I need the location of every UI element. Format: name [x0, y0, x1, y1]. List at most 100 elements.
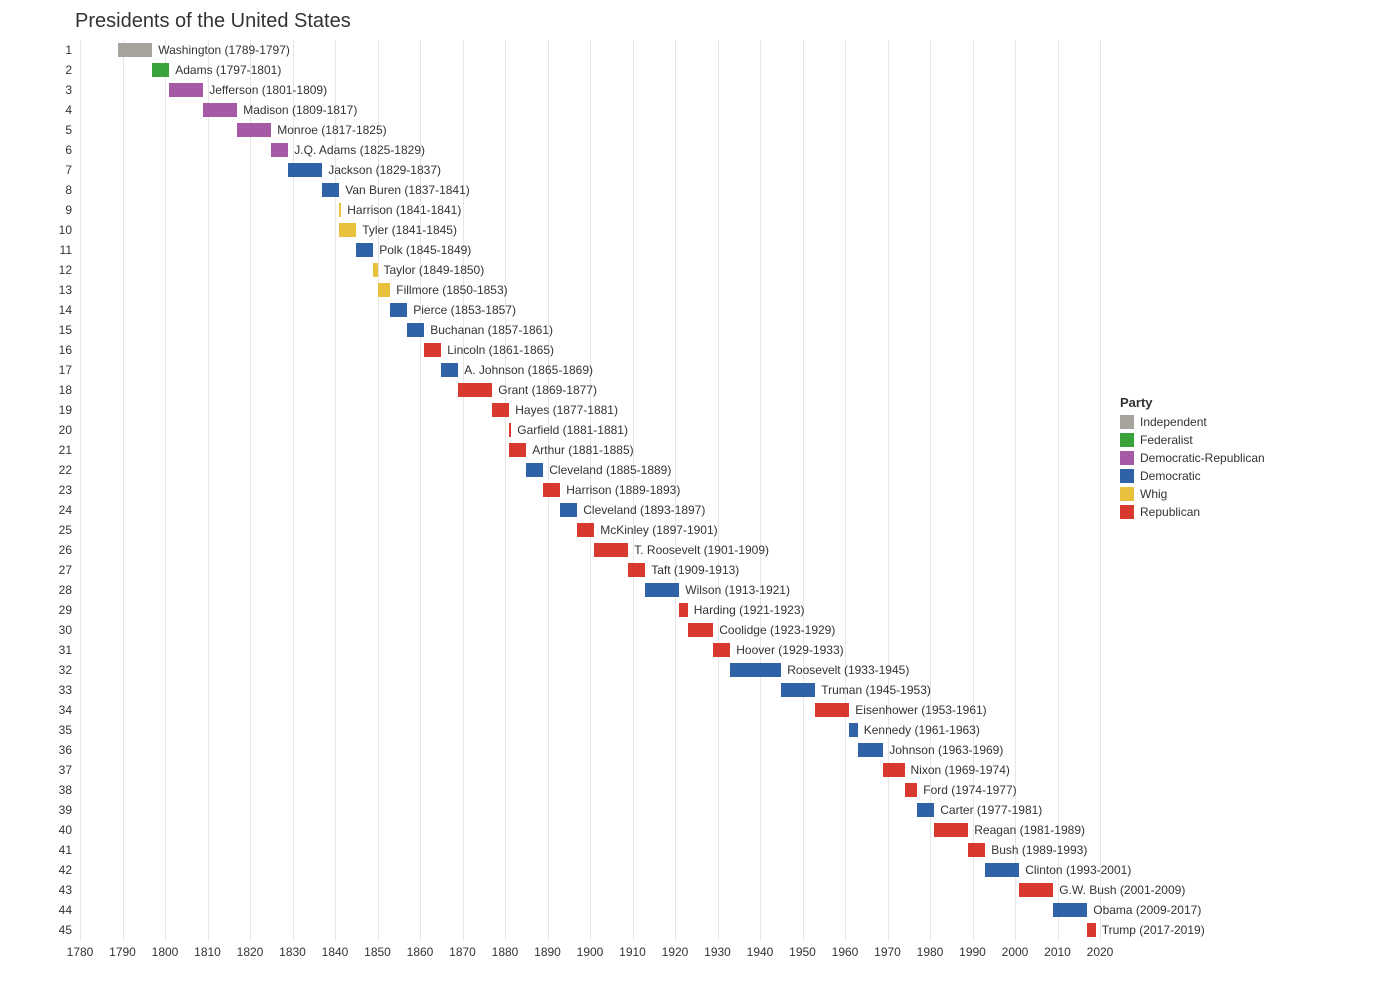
- y-axis-label: 24: [42, 504, 72, 516]
- president-bar[interactable]: [118, 43, 152, 57]
- president-bar[interactable]: [679, 603, 688, 617]
- president-bar[interactable]: [509, 423, 511, 437]
- president-bar[interactable]: [858, 743, 884, 757]
- legend-item[interactable]: Democratic-Republican: [1120, 450, 1265, 466]
- president-bar[interactable]: [390, 303, 407, 317]
- x-axis-label: 2020: [1087, 946, 1114, 958]
- president-bar[interactable]: [271, 143, 288, 157]
- gridline: [80, 40, 81, 940]
- x-axis-label: 1820: [237, 946, 264, 958]
- legend-label: Federalist: [1140, 432, 1193, 448]
- x-axis-label: 1830: [279, 946, 306, 958]
- president-bar[interactable]: [543, 483, 560, 497]
- president-bar[interactable]: [441, 363, 458, 377]
- president-bar[interactable]: [985, 863, 1019, 877]
- y-axis-label: 28: [42, 584, 72, 596]
- y-axis-label: 4: [42, 104, 72, 116]
- president-bar[interactable]: [1053, 903, 1087, 917]
- president-bar[interactable]: [594, 543, 628, 557]
- president-bar[interactable]: [407, 323, 424, 337]
- president-bar[interactable]: [883, 763, 904, 777]
- president-label: Wilson (1913-1921): [685, 583, 790, 597]
- y-axis-label: 22: [42, 464, 72, 476]
- president-bar[interactable]: [509, 443, 526, 457]
- president-bar[interactable]: [645, 583, 679, 597]
- president-label: Pierce (1853-1857): [413, 303, 516, 317]
- y-axis-label: 36: [42, 744, 72, 756]
- president-label: Arthur (1881-1885): [532, 443, 633, 457]
- president-bar[interactable]: [152, 63, 169, 77]
- president-bar[interactable]: [378, 283, 391, 297]
- legend-item[interactable]: Whig: [1120, 486, 1265, 502]
- y-axis-label: 23: [42, 484, 72, 496]
- y-axis-label: 29: [42, 604, 72, 616]
- x-axis-label: 1970: [874, 946, 901, 958]
- x-axis-label: 1960: [832, 946, 859, 958]
- president-bar[interactable]: [373, 263, 377, 277]
- president-bar[interactable]: [339, 223, 356, 237]
- president-label: J.Q. Adams (1825-1829): [294, 143, 425, 157]
- president-bar[interactable]: [1019, 883, 1053, 897]
- president-bar[interactable]: [458, 383, 492, 397]
- legend-item[interactable]: Independent: [1120, 414, 1265, 430]
- president-label: Tyler (1841-1845): [362, 223, 457, 237]
- y-axis-label: 43: [42, 884, 72, 896]
- y-axis-label: 25: [42, 524, 72, 536]
- president-bar[interactable]: [169, 83, 203, 97]
- president-label: Clinton (1993-2001): [1025, 863, 1131, 877]
- president-label: Nixon (1969-1974): [911, 763, 1010, 777]
- y-axis-label: 41: [42, 844, 72, 856]
- gridline: [1058, 40, 1059, 940]
- president-bar[interactable]: [492, 403, 509, 417]
- president-label: Grant (1869-1877): [498, 383, 597, 397]
- president-label: Taylor (1849-1850): [384, 263, 485, 277]
- y-axis-label: 14: [42, 304, 72, 316]
- president-bar[interactable]: [688, 623, 714, 637]
- president-bar[interactable]: [526, 463, 543, 477]
- y-axis-label: 18: [42, 384, 72, 396]
- x-axis-label: 1880: [492, 946, 519, 958]
- president-bar[interactable]: [288, 163, 322, 177]
- president-bar[interactable]: [849, 723, 858, 737]
- president-label: Bush (1989-1993): [991, 843, 1087, 857]
- president-bar[interactable]: [322, 183, 339, 197]
- president-bar[interactable]: [237, 123, 271, 137]
- legend-item[interactable]: Republican: [1120, 504, 1265, 520]
- president-bar[interactable]: [424, 343, 441, 357]
- president-bar[interactable]: [339, 203, 341, 217]
- x-axis-label: 1850: [364, 946, 391, 958]
- y-axis-label: 9: [42, 204, 72, 216]
- y-axis-label: 27: [42, 564, 72, 576]
- president-bar[interactable]: [1087, 923, 1096, 937]
- y-axis-label: 33: [42, 684, 72, 696]
- president-bar[interactable]: [815, 703, 849, 717]
- legend-item[interactable]: Federalist: [1120, 432, 1265, 448]
- x-axis-label: 1790: [109, 946, 136, 958]
- x-axis-label: 1860: [407, 946, 434, 958]
- president-bar[interactable]: [934, 823, 968, 837]
- y-axis-label: 11: [42, 244, 72, 256]
- president-bar[interactable]: [356, 243, 373, 257]
- president-bar[interactable]: [560, 503, 577, 517]
- legend-item[interactable]: Democratic: [1120, 468, 1265, 484]
- x-axis-label: 1870: [449, 946, 476, 958]
- president-label: Johnson (1963-1969): [889, 743, 1003, 757]
- y-axis-label: 17: [42, 364, 72, 376]
- president-bar[interactable]: [730, 663, 781, 677]
- president-label: G.W. Bush (2001-2009): [1059, 883, 1185, 897]
- president-bar[interactable]: [968, 843, 985, 857]
- president-bar[interactable]: [917, 803, 934, 817]
- president-bar[interactable]: [203, 103, 237, 117]
- president-bar[interactable]: [628, 563, 645, 577]
- president-bar[interactable]: [905, 783, 918, 797]
- y-axis-label: 30: [42, 624, 72, 636]
- president-bar[interactable]: [781, 683, 815, 697]
- president-label: Carter (1977-1981): [940, 803, 1042, 817]
- y-axis-label: 31: [42, 644, 72, 656]
- president-bar[interactable]: [713, 643, 730, 657]
- y-axis-label: 10: [42, 224, 72, 236]
- y-axis-label: 3: [42, 84, 72, 96]
- legend-label: Democratic-Republican: [1140, 450, 1265, 466]
- president-bar[interactable]: [577, 523, 594, 537]
- president-label: Fillmore (1850-1853): [396, 283, 507, 297]
